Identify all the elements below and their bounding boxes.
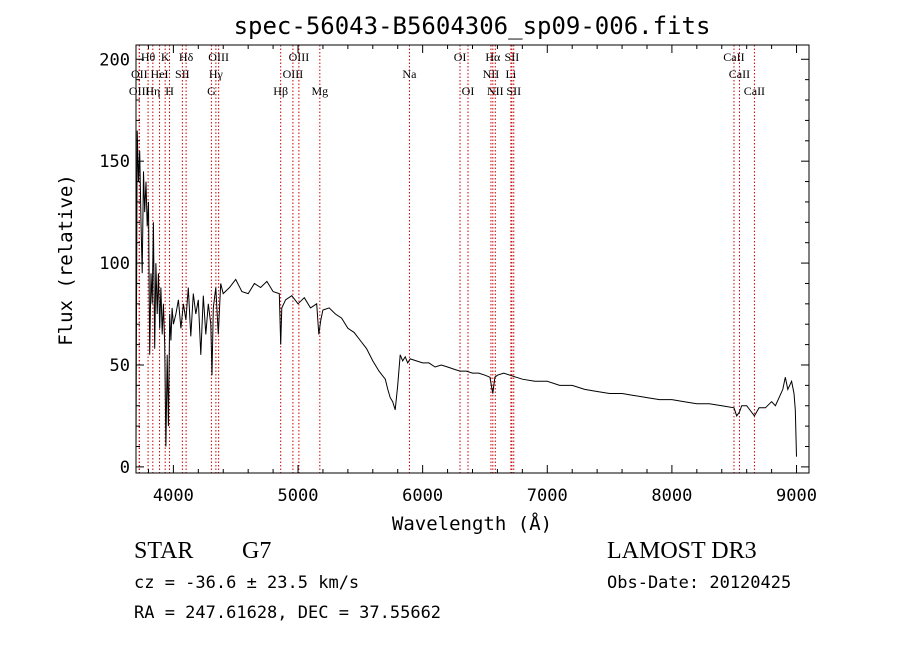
line-label-8: Hδ <box>179 50 194 64</box>
line-label-23: Li <box>506 67 517 81</box>
ra-dec: RA = 247.61628, DEC = 37.55662 <box>134 603 442 623</box>
x-axis: 4000 5000 6000 7000 8000 9000 <box>147 45 817 506</box>
line-label-5: K <box>161 50 170 64</box>
y-axis: 0 50 100 150 200 <box>99 50 809 478</box>
x-tick-label-3: 7000 <box>527 486 568 506</box>
line-label-20: Hα <box>485 50 501 64</box>
x-tick-label-5: 9000 <box>776 486 817 506</box>
survey-name: LAMOST DR3 <box>607 538 757 564</box>
line-label-22: SII <box>505 50 520 64</box>
y-axis-label: Flux (relative) <box>55 174 77 346</box>
spectral-line-markers <box>138 45 755 473</box>
line-label-26: CaII <box>729 67 750 81</box>
line-label-1: OII <box>131 67 148 81</box>
x-axis-label: Wavelength (Å) <box>392 512 552 535</box>
line-label-27: CaII <box>744 84 765 98</box>
spectrum-line <box>135 130 797 457</box>
plot-frame <box>135 44 810 474</box>
line-label-16: Na <box>402 67 417 81</box>
x-tick-label-4: 8000 <box>651 486 692 506</box>
chart-title: spec-56043-B5604306_sp09-006.fits <box>234 12 711 40</box>
line-label-4: HeI <box>151 67 169 81</box>
line-label-24: SII <box>506 84 521 98</box>
object-class: STAR <box>134 538 194 564</box>
y-tick-label-4: 200 <box>99 50 130 70</box>
spectral-line-labels: HθOIIOIIIHηHeIKHSIIHδGHγOIIIHβOIIIOIIIMg… <box>129 50 765 98</box>
line-label-10: Hγ <box>209 67 224 81</box>
line-label-3: Hη <box>145 84 160 98</box>
line-label-18: OI <box>462 84 475 98</box>
obs-date: Obs-Date: 20120425 <box>607 573 792 593</box>
line-label-11: OIII <box>208 50 229 64</box>
line-label-9: G <box>207 84 216 98</box>
line-label-19: NII <box>483 67 500 81</box>
line-label-12: Hβ <box>273 84 288 98</box>
y-tick-label-3: 150 <box>99 152 130 172</box>
y-tick-label-2: 100 <box>99 254 130 274</box>
line-label-13: OIII <box>283 67 304 81</box>
x-tick-label-1: 5000 <box>278 486 319 506</box>
y-tick-label-1: 50 <box>110 356 130 376</box>
line-label-2: OIII <box>129 84 150 98</box>
line-label-15: Mg <box>311 84 328 98</box>
x-tick-label-0: 4000 <box>153 486 194 506</box>
line-label-25: CaII <box>723 50 744 64</box>
line-label-21: NII <box>487 84 504 98</box>
x-tick-label-2: 6000 <box>402 486 443 506</box>
line-label-6: H <box>165 84 174 98</box>
object-subclass: G7 <box>242 538 272 564</box>
line-label-14: OIII <box>289 50 310 64</box>
y-tick-label-0: 0 <box>120 458 130 478</box>
line-label-0: Hθ <box>141 50 156 64</box>
line-label-7: SII <box>175 67 190 81</box>
line-label-17: OI <box>454 50 467 64</box>
redshift-cz: cz = -36.6 ± 23.5 km/s <box>134 573 360 593</box>
